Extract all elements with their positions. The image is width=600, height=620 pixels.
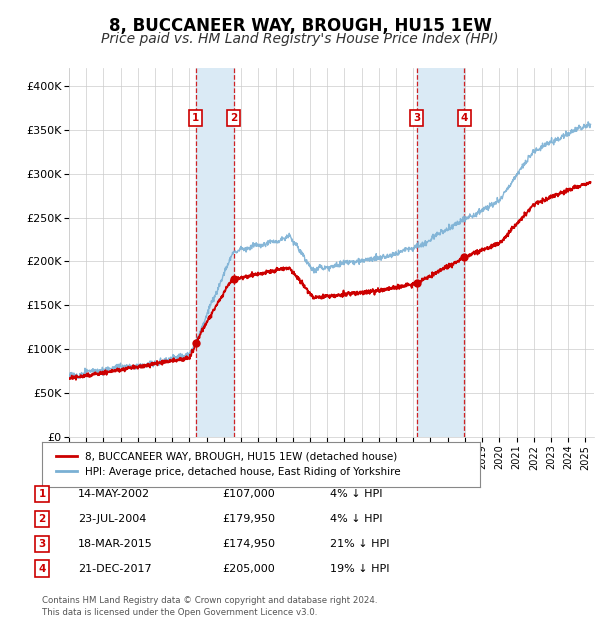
Bar <box>417 68 464 437</box>
Text: 4: 4 <box>38 564 46 574</box>
Text: £174,950: £174,950 <box>222 539 275 549</box>
Text: 21% ↓ HPI: 21% ↓ HPI <box>330 539 389 549</box>
Text: 21-DEC-2017: 21-DEC-2017 <box>78 564 152 574</box>
Text: 1: 1 <box>192 113 199 123</box>
Text: 3: 3 <box>413 113 421 123</box>
Text: 19% ↓ HPI: 19% ↓ HPI <box>330 564 389 574</box>
Text: Price paid vs. HM Land Registry's House Price Index (HPI): Price paid vs. HM Land Registry's House … <box>101 32 499 46</box>
Text: £179,950: £179,950 <box>222 514 275 524</box>
Text: Contains HM Land Registry data © Crown copyright and database right 2024.
This d: Contains HM Land Registry data © Crown c… <box>42 596 377 617</box>
Text: 4% ↓ HPI: 4% ↓ HPI <box>330 514 383 524</box>
Text: £205,000: £205,000 <box>222 564 275 574</box>
Text: 8, BUCCANEER WAY, BROUGH, HU15 1EW: 8, BUCCANEER WAY, BROUGH, HU15 1EW <box>109 17 491 35</box>
Text: 18-MAR-2015: 18-MAR-2015 <box>78 539 153 549</box>
Text: 4% ↓ HPI: 4% ↓ HPI <box>330 489 383 499</box>
Text: 23-JUL-2004: 23-JUL-2004 <box>78 514 146 524</box>
Text: 2: 2 <box>38 514 46 524</box>
Text: 1: 1 <box>38 489 46 499</box>
Text: £107,000: £107,000 <box>222 489 275 499</box>
Legend: 8, BUCCANEER WAY, BROUGH, HU15 1EW (detached house), HPI: Average price, detache: 8, BUCCANEER WAY, BROUGH, HU15 1EW (deta… <box>52 448 405 481</box>
Text: 2: 2 <box>230 113 237 123</box>
Text: 4: 4 <box>461 113 468 123</box>
Text: 14-MAY-2002: 14-MAY-2002 <box>78 489 150 499</box>
Bar <box>196 68 233 437</box>
Text: 3: 3 <box>38 539 46 549</box>
